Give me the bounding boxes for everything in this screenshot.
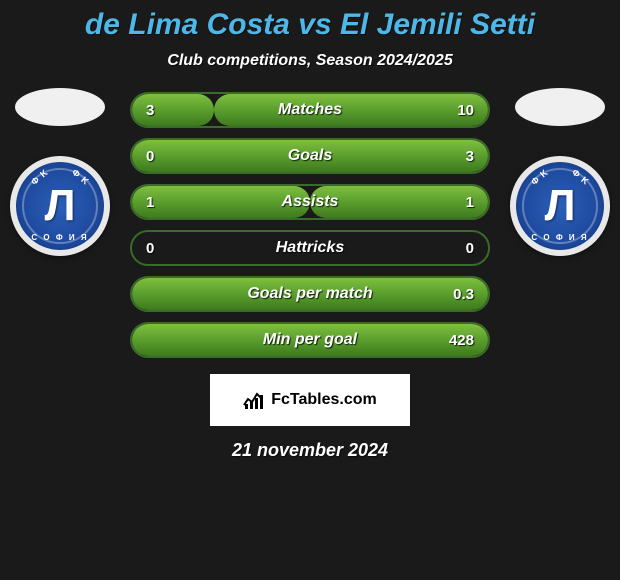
stat-label: Min per goal [132, 331, 488, 349]
stat-value-right: 1 [466, 194, 474, 211]
badge-decor-text: Φ K [529, 167, 550, 187]
stat-bars: 3Matches100Goals31Assists10Hattricks0Goa… [130, 92, 490, 358]
player-right-column: Φ K Φ K Л С О Ф И Я [510, 88, 610, 256]
stat-value-right: 428 [449, 332, 474, 349]
stat-row: 1Assists1 [130, 184, 490, 220]
source-label: FcTables.com [271, 391, 377, 409]
player-right-avatar-placeholder [515, 88, 605, 126]
badge-decor-text: Φ K [70, 167, 91, 187]
club-initial-right: Л [545, 181, 576, 231]
chart-icon [243, 390, 265, 410]
stat-row: 3Matches10 [130, 92, 490, 128]
stat-label: Assists [132, 193, 488, 211]
badge-decor-text: Φ K [29, 167, 50, 187]
stat-label: Goals per match [132, 285, 488, 303]
stat-value-right: 3 [466, 148, 474, 165]
comparison-row: Φ K Φ K Л С О Ф И Я 3Matches100Goals31As… [0, 88, 620, 358]
player-right-club-badge: Φ K Φ K Л С О Ф И Я [510, 156, 610, 256]
stat-value-right: 0.3 [453, 286, 474, 303]
subtitle: Club competitions, Season 2024/2025 [0, 52, 620, 70]
stat-value-right: 10 [457, 102, 474, 119]
stat-row: Min per goal428 [130, 322, 490, 358]
date-line: 21 november 2024 [0, 440, 620, 461]
stat-label: Hattricks [132, 239, 488, 257]
source-attribution: FcTables.com [210, 374, 410, 426]
badge-decor-text: С О Ф И Я [31, 233, 88, 242]
club-initial-left: Л [45, 181, 76, 231]
stat-value-right: 0 [466, 240, 474, 257]
page-title: de Lima Costa vs El Jemili Setti [0, 8, 620, 42]
comparison-card: de Lima Costa vs El Jemili Setti Club co… [0, 0, 620, 461]
player-left-column: Φ K Φ K Л С О Ф И Я [10, 88, 110, 256]
stat-row: Goals per match0.3 [130, 276, 490, 312]
badge-decor-text: С О Ф И Я [531, 233, 588, 242]
player-left-avatar-placeholder [15, 88, 105, 126]
stat-row: 0Hattricks0 [130, 230, 490, 266]
player-left-club-badge: Φ K Φ K Л С О Ф И Я [10, 156, 110, 256]
badge-decor-text: Φ K [570, 167, 591, 187]
stat-label: Matches [132, 101, 488, 119]
stat-label: Goals [132, 147, 488, 165]
stat-row: 0Goals3 [130, 138, 490, 174]
